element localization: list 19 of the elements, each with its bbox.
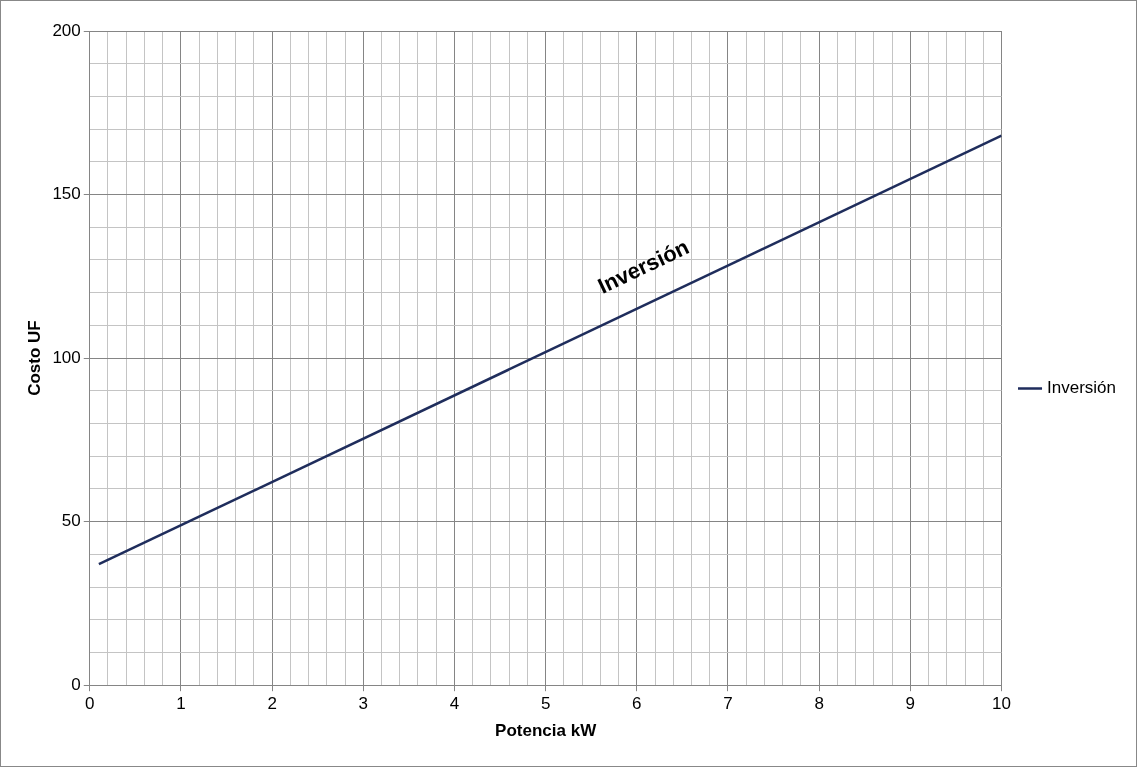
x-tick-label: 10 (992, 694, 1011, 714)
x-tick-label: 9 (905, 694, 916, 714)
x-tick-label: 6 (632, 694, 642, 714)
x-axis-title: Potencia kW (495, 721, 598, 741)
x-tick-label: 7 (723, 694, 733, 714)
x-tick-label: 1 (176, 694, 186, 714)
x-tick-label: 3 (358, 694, 369, 714)
y-tick-label: 0 (71, 674, 81, 694)
x-tick-label: 2 (267, 694, 277, 714)
legend-label: Inversión (1047, 378, 1116, 398)
x-tick-label: 0 (85, 694, 95, 714)
x-tick-label: 8 (814, 694, 824, 714)
y-axis-title: Costo UF (24, 320, 44, 396)
y-tick-label: 200 (52, 20, 81, 40)
y-tick-label: 100 (52, 347, 81, 367)
y-tick-label: 150 (52, 184, 81, 204)
x-tick-label: 4 (449, 694, 460, 714)
x-tick-label: 5 (540, 694, 551, 714)
y-tick-label: 50 (61, 511, 81, 531)
